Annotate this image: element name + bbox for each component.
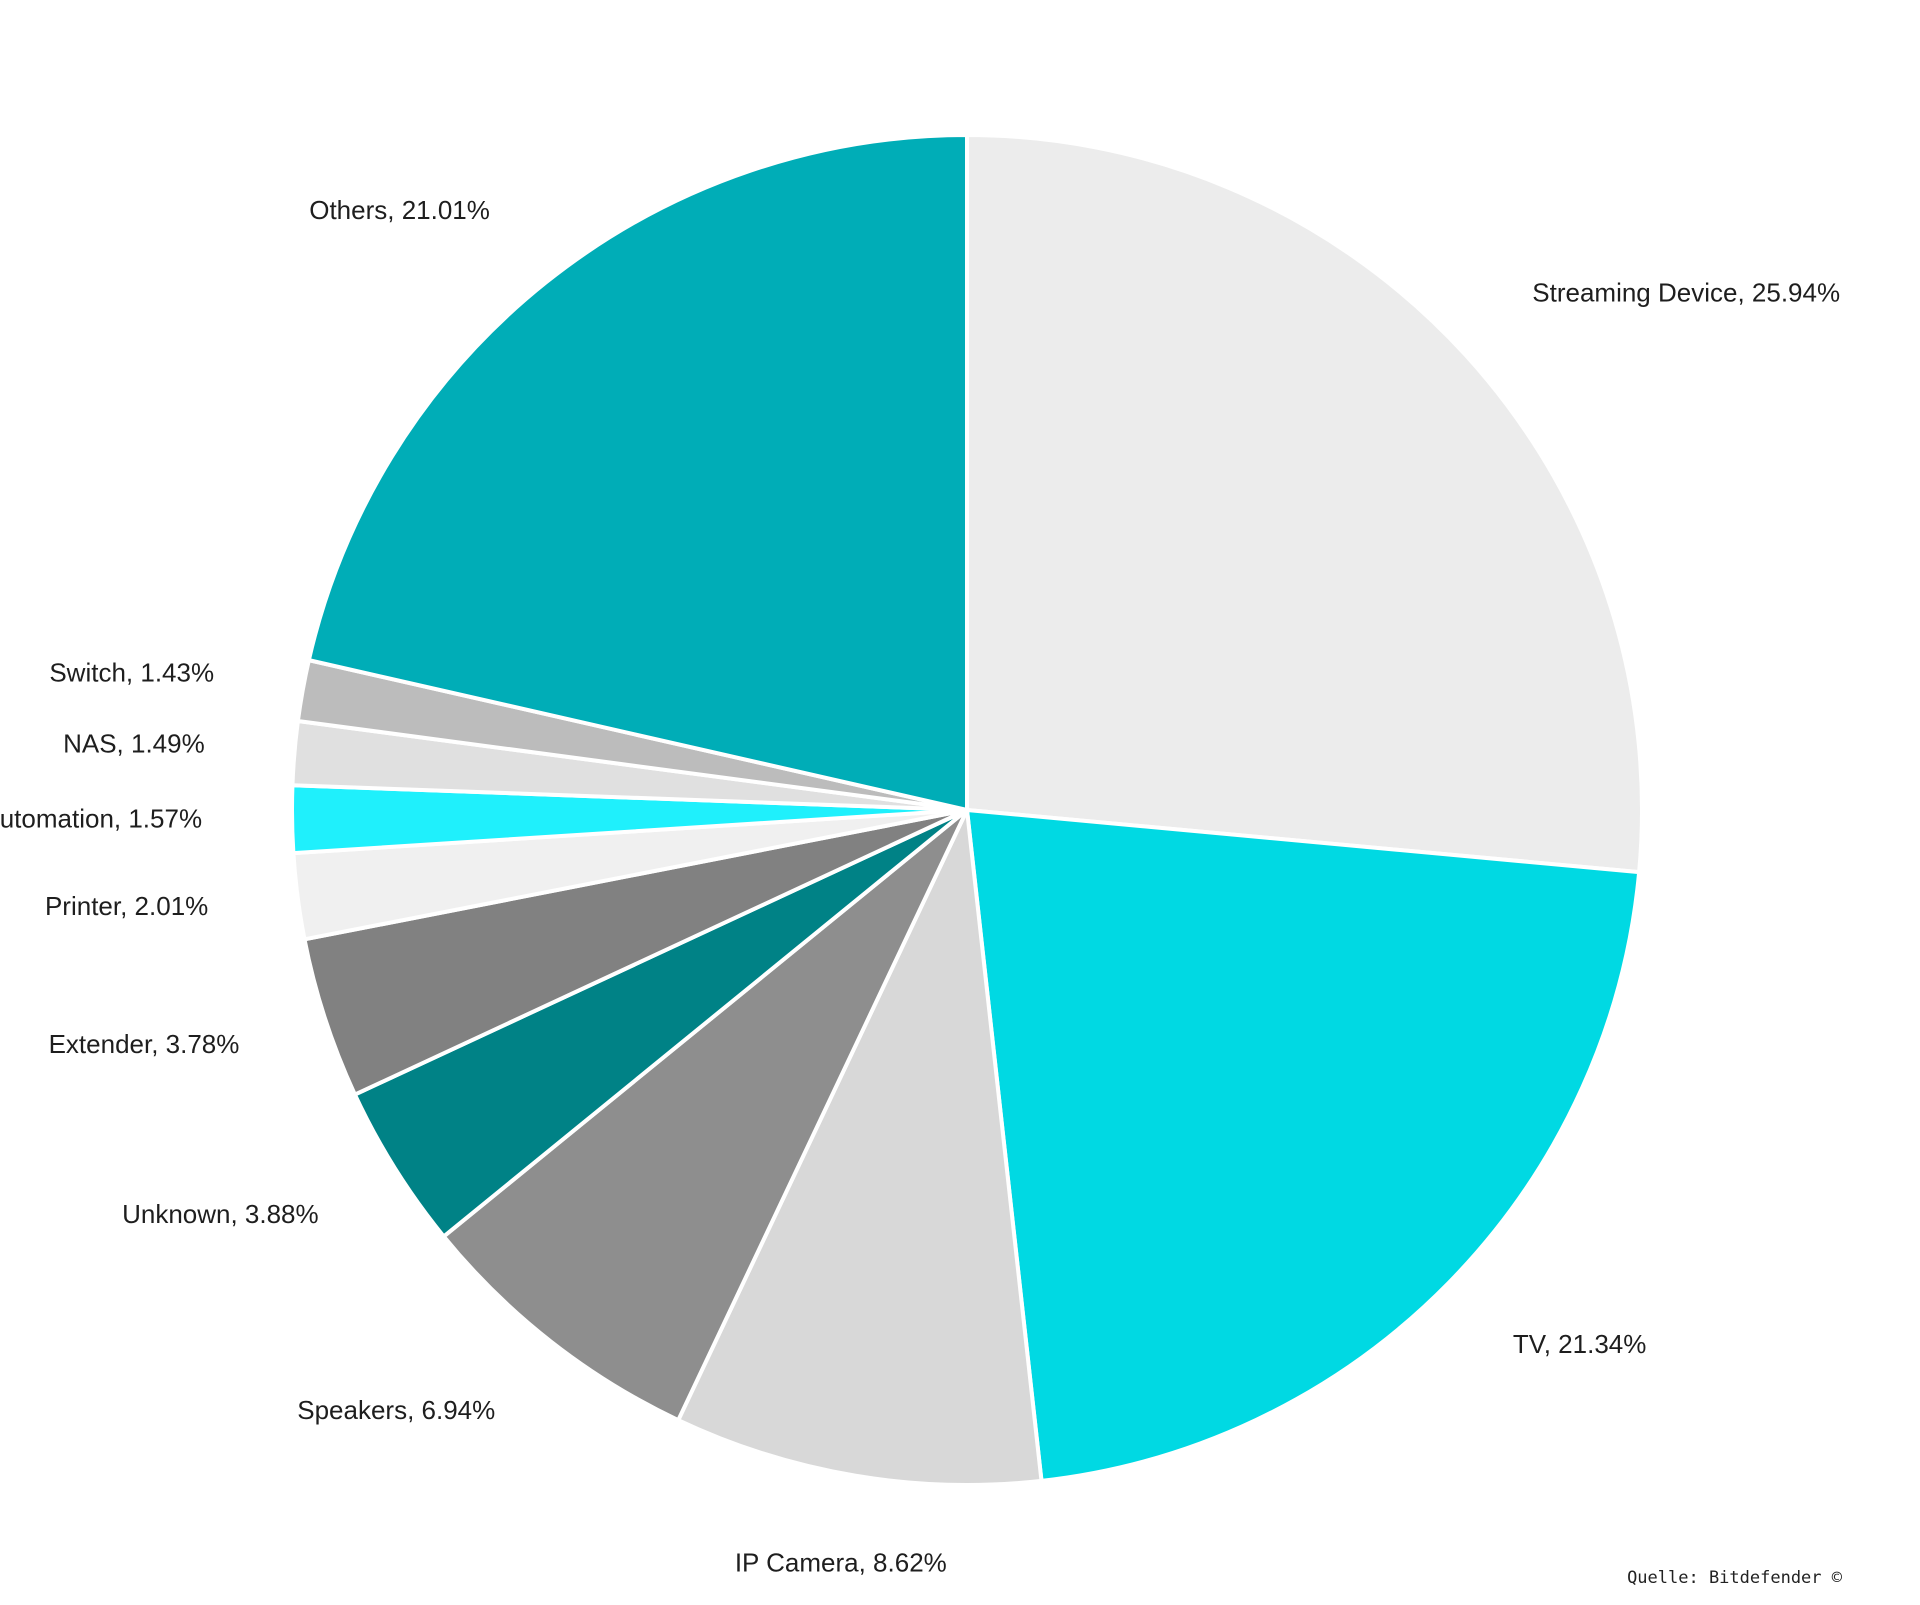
pie-slices xyxy=(290,133,1644,1487)
pie-label-tv: TV, 21.34% xyxy=(1513,1329,1646,1359)
pie-label-speakers: Speakers, 6.94% xyxy=(297,1395,495,1425)
pie-label-others: Others, 21.01% xyxy=(309,195,490,225)
pie-slice-others xyxy=(306,133,969,812)
pie-label-printer: Printer, 2.01% xyxy=(45,891,208,921)
pie-label-nas: NAS, 1.49% xyxy=(63,728,205,758)
pie-label-unknown: Unknown, 3.88% xyxy=(122,1199,319,1229)
pie-slice-tv xyxy=(965,808,1642,1483)
pie-labels: Streaming Device, 25.94% TV, 21.34% IP Cam… xyxy=(0,195,1840,1578)
pie-label-ip-camera: IP Camera, 8.62% xyxy=(735,1547,947,1577)
pie-label-extender: Extender, 3.78% xyxy=(49,1029,240,1059)
pie-slice-streaming-device xyxy=(965,133,1644,875)
pie-label-switch: Switch, 1.43% xyxy=(49,657,214,687)
pie-slice-ip-camera xyxy=(676,808,1044,1487)
source-note: Quelle: Bitdefender © xyxy=(1627,1568,1842,1588)
pie-slice-speakers xyxy=(441,808,969,1423)
pie-label-home-automation: Home Automation, 1.57% xyxy=(0,803,202,833)
pie-label-streaming-device: Streaming Device, 25.94% xyxy=(1532,277,1840,307)
